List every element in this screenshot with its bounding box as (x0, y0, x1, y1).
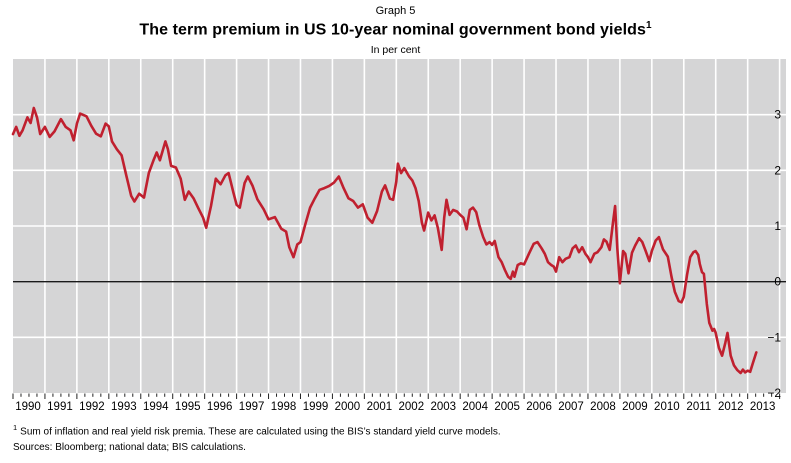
y-axis-label: −1 (767, 330, 781, 344)
y-axis-label: 0 (774, 275, 781, 289)
x-axis-label: 2002 (399, 401, 425, 413)
x-axis-label: 2006 (526, 401, 552, 413)
sources-note: Sources: Bloomberg; national data; BIS c… (13, 442, 246, 453)
graph-number-label: Graph 5 (375, 5, 416, 17)
x-axis-label: 1990 (15, 401, 41, 413)
footnote-text: Sum of inflation and real yield risk pre… (20, 426, 501, 438)
y-axis-label: 1 (774, 219, 781, 233)
x-axis-label: 1991 (47, 401, 73, 413)
footnote-marker: 1 (13, 423, 18, 432)
chart-title-text: The term premium in US 10-year nominal g… (139, 21, 646, 39)
y-axis-label: −2 (767, 386, 781, 400)
x-axis-label: 2009 (622, 401, 648, 413)
x-axis-label: 2010 (654, 401, 680, 413)
term-premium-series-line (11, 106, 758, 375)
x-axis-label: 1994 (143, 401, 169, 413)
x-axis-label: 1996 (207, 401, 233, 413)
x-axis-label: 2007 (558, 401, 584, 413)
y-axis-label: 2 (774, 163, 781, 177)
chart-title: The term premium in US 10-year nominal g… (0, 20, 791, 39)
x-axis-label: 1995 (175, 401, 201, 413)
x-axis-label: 1993 (111, 401, 137, 413)
x-axis-label: 2012 (718, 401, 744, 413)
x-axis-label: 2000 (335, 401, 361, 413)
x-axis-label: 1997 (239, 401, 265, 413)
x-axis-label: 1998 (271, 401, 297, 413)
x-axis-label: 2011 (686, 401, 711, 413)
x-axis-label: 2013 (750, 401, 776, 413)
x-axis-label: 2005 (494, 401, 520, 413)
x-axis-label: 2004 (462, 401, 488, 413)
x-axis-label: 2008 (590, 401, 616, 413)
term-premium-line-chart: 1990 1991 1992 1993 1994 1995 1996 1997 1998 1999… (11, 59, 786, 413)
x-axis-label: 2001 (367, 401, 393, 413)
chart-title-footnote-marker: 1 (645, 20, 652, 31)
footnote: 1 Sum of inflation and real yield risk pr… (13, 423, 501, 437)
y-axis-label: 3 (774, 108, 781, 122)
chart-subtitle: In per cent (370, 44, 421, 56)
x-axis-label: 1992 (79, 401, 105, 413)
x-axis-label: 2003 (430, 401, 456, 413)
x-axis-label: 1999 (303, 401, 329, 413)
